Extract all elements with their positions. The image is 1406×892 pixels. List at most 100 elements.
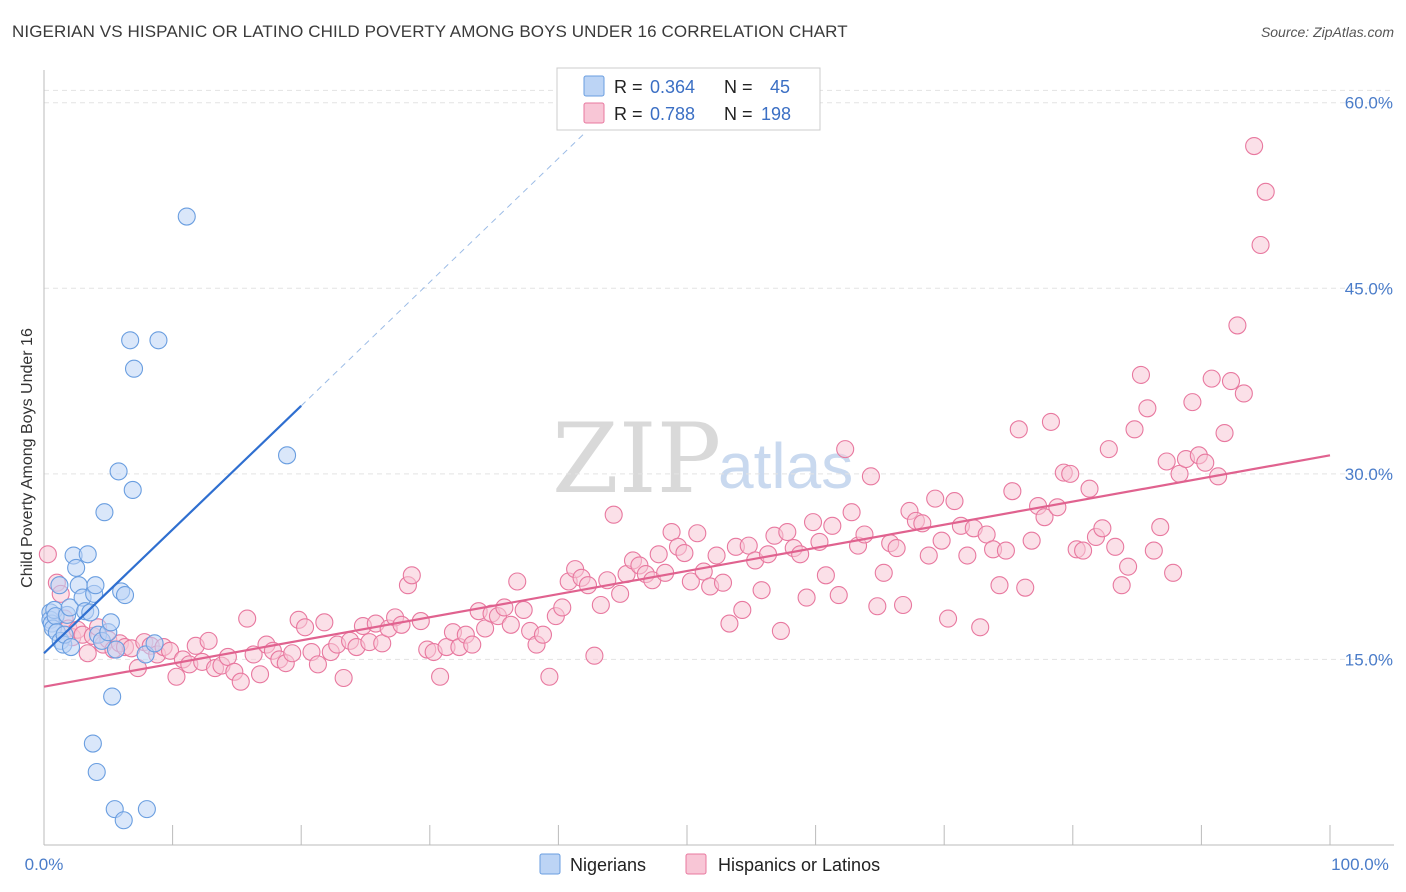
hispanics-point — [431, 667, 450, 686]
hispanics-point — [919, 546, 938, 565]
hispanics-point — [1022, 531, 1041, 550]
hispanics-point — [402, 566, 421, 585]
hispanics-point — [578, 576, 598, 595]
y-tick-label: 45.0% — [1345, 279, 1393, 298]
y-axis-tick-labels: 15.0% 30.0% 45.0% 60.0% — [1345, 94, 1393, 670]
nigerians-points — [41, 207, 297, 830]
hispanics-point — [308, 655, 327, 674]
hispanics-point — [585, 646, 604, 665]
hispanics-point — [932, 531, 951, 550]
nigerians-trend-line — [43, 405, 302, 655]
nigerians-point — [95, 503, 114, 522]
hispanics-point — [707, 546, 726, 565]
nigerians-point — [149, 331, 168, 350]
legend-r-value-hispanics: 0.788 — [650, 104, 695, 124]
watermark-atlas: atlas — [718, 430, 853, 502]
gridlines — [44, 89, 1394, 660]
legend-n-value-hispanics: 198 — [761, 104, 791, 124]
nigerians-point — [278, 446, 297, 465]
hispanics-point — [199, 631, 218, 650]
hispanics-point — [1125, 420, 1144, 439]
hispanics-point — [296, 618, 315, 637]
hispanics-point — [688, 524, 707, 543]
hispanics-point — [926, 489, 945, 508]
hispanics-trend-line — [43, 454, 1331, 688]
hispanics-point — [971, 618, 990, 637]
y-tick-label: 15.0% — [1345, 650, 1393, 669]
nigerians-point — [145, 634, 164, 653]
hispanics-point — [540, 667, 559, 686]
nigerians-point — [124, 359, 144, 378]
hispanics-point — [681, 572, 700, 591]
hispanics-point — [591, 595, 610, 615]
hispanics-point — [508, 572, 527, 591]
legend-swatch-nigerians — [583, 75, 605, 97]
hispanics-point — [1202, 369, 1221, 388]
hispanics-point — [1256, 182, 1275, 201]
hispanics-point — [1099, 440, 1118, 459]
bottom-legend-hispanics: Hispanics or Latinos — [718, 855, 880, 875]
hispanics-point — [868, 597, 887, 616]
hispanics-point — [778, 522, 797, 542]
nigerians-point — [61, 638, 81, 657]
hispanics-point — [1183, 393, 1202, 412]
y-tick-label: 30.0% — [1345, 465, 1393, 484]
hispanics-point — [38, 545, 57, 564]
hispanics-point — [1251, 235, 1270, 255]
hispanics-point — [649, 545, 668, 564]
hispanics-point — [1016, 578, 1035, 597]
hispanics-point — [958, 546, 977, 565]
hispanics-point — [1041, 412, 1060, 431]
hispanics-point — [411, 612, 430, 631]
hispanics-point — [501, 615, 520, 634]
hispanics-point — [675, 543, 694, 563]
hispanics-point — [250, 665, 270, 684]
hispanics-point — [1035, 508, 1054, 527]
nigerians-point — [123, 480, 142, 500]
hispanics-point — [733, 600, 752, 620]
hispanics-point — [1048, 498, 1067, 517]
hispanics-point — [604, 505, 623, 524]
hispanics-point — [1144, 541, 1163, 560]
hispanics-point — [553, 598, 572, 617]
hispanics-point — [334, 668, 353, 688]
hispanics-point — [160, 641, 180, 660]
nigerians-point — [114, 811, 133, 830]
bottom-legend-swatch-nigerians — [539, 853, 561, 875]
hispanics-point — [797, 588, 816, 607]
nigerians-point — [177, 207, 196, 226]
hispanics-point — [816, 566, 835, 585]
nigerians-point — [137, 800, 156, 819]
hispanics-point — [533, 625, 553, 644]
legend-r-value-nigerians: 0.364 — [650, 77, 695, 97]
legend-n-value-nigerians: 45 — [770, 77, 790, 97]
y-axis-title: Child Poverty Among Boys Under 16 — [19, 328, 36, 588]
hispanics-point — [392, 615, 411, 634]
x-tick-label-max: 100.0% — [1331, 855, 1389, 874]
chart-title: NIGERIAN VS HISPANIC OR LATINO CHILD POV… — [12, 22, 848, 41]
hispanics-point — [861, 467, 880, 486]
hispanics-point — [495, 598, 514, 617]
hispanics-point — [611, 584, 630, 603]
hispanics-point — [1106, 537, 1125, 556]
legend-n-label-1: N = — [724, 77, 753, 97]
nigerians-point — [101, 613, 120, 632]
nigerians-point — [103, 687, 122, 706]
hispanics-point — [1003, 482, 1022, 501]
nigerians-trend-extension — [300, 133, 585, 407]
legend-r-label-1: R = — [614, 77, 643, 97]
hispanics-point — [823, 516, 842, 535]
hispanics-point — [842, 503, 861, 522]
x-tick-label-min: 0.0% — [25, 855, 64, 874]
legend-r-label-2: R = — [614, 104, 643, 124]
hispanics-point — [1093, 519, 1112, 538]
bottom-legend-swatch-hispanics — [685, 853, 707, 875]
hispanics-point — [1061, 464, 1080, 483]
hispanics-point — [996, 541, 1015, 560]
hispanics-point — [463, 635, 482, 654]
hispanics-point — [887, 539, 906, 558]
legend-n-label-2: N = — [724, 104, 753, 124]
hispanics-point — [1228, 316, 1247, 335]
hispanics-point — [713, 573, 733, 592]
